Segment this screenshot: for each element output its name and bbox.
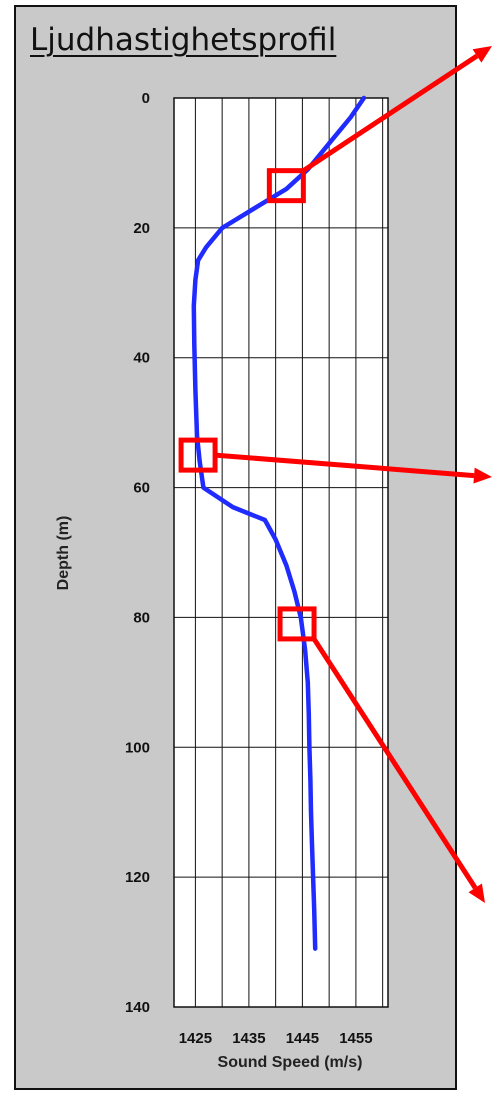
y-tick-label: 60 <box>133 480 150 497</box>
arrow-head <box>468 883 485 903</box>
y-tick-label: 80 <box>133 609 150 626</box>
x-tick-label: 1425 <box>179 1030 212 1047</box>
x-tick-label: 1435 <box>232 1030 265 1047</box>
x-tick-label: 1445 <box>286 1030 319 1047</box>
annotation-layer <box>178 46 492 903</box>
x-axis-label: Sound Speed (m/s) <box>218 1054 363 1071</box>
arrow-line <box>311 637 478 890</box>
highlight-box <box>266 168 306 204</box>
highlight-box <box>277 606 317 642</box>
grid-lines <box>174 98 388 1007</box>
arrow-head <box>472 46 492 63</box>
series-layer <box>191 95 367 951</box>
arrow-line <box>214 452 475 479</box>
chart-title: Ljudhastighetsprofil <box>30 22 337 58</box>
y-tick-label: 140 <box>125 999 150 1016</box>
y-axis-label: Depth (m) <box>55 516 72 591</box>
y-tick-label: 100 <box>125 739 150 756</box>
arrow-head <box>473 467 492 484</box>
y-tick-label: 0 <box>142 90 150 107</box>
arrow-line <box>301 53 479 173</box>
sound-speed-series-line <box>191 95 367 951</box>
y-tick-label: 120 <box>125 869 150 886</box>
y-tick-label: 20 <box>133 220 150 237</box>
x-tick-label: 1455 <box>339 1030 372 1047</box>
y-tick-label: 40 <box>133 350 150 367</box>
tick-labels: 0 20 40 60 80 100 120 140 1425 1435 1445 1455 <box>125 90 373 1047</box>
